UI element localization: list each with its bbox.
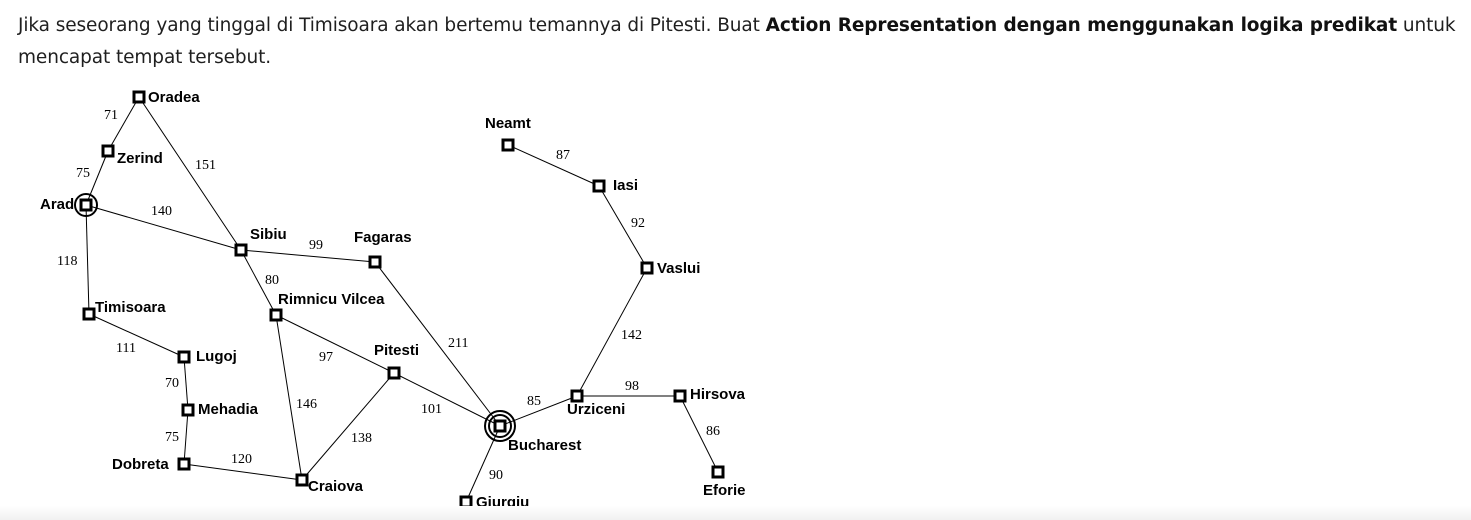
node-arad [79, 198, 93, 212]
node-iasi [592, 179, 606, 193]
city-label-pitesti: Pitesti [374, 342, 419, 359]
road-rimnicu-pitesti [275, 314, 395, 374]
road-lugoj-mehadia [183, 356, 189, 411]
node-fagaras [368, 255, 382, 269]
distance-pitesti-bucharest: 101 [421, 402, 442, 417]
distance-rimnicu-pitesti: 97 [319, 350, 333, 365]
node-rimnicu [269, 308, 283, 322]
road-zerind-arad [85, 150, 109, 206]
distance-bucharest-giurgiu: 90 [489, 468, 503, 483]
roads [85, 96, 719, 503]
road-sibiu-rimnicu [240, 249, 277, 316]
city-label-vaslui: Vaslui [657, 260, 700, 277]
question-bold-text: Action Representation dengan menggunakan… [765, 15, 1398, 36]
arad-highlight-ring [74, 193, 98, 217]
bucharest-outer-ring [484, 410, 516, 442]
city-label-bucharest: Bucharest [508, 437, 581, 454]
city-label-iasi: Iasi [613, 177, 638, 194]
city-label-zerind: Zerind [117, 150, 163, 167]
distance-iasi-vaslui: 92 [631, 216, 645, 231]
bucharest-inner-ring [488, 414, 512, 438]
road-oradea-sibiu [138, 96, 242, 251]
distance-sibiu-fagaras: 99 [309, 238, 323, 253]
node-neamt [501, 138, 515, 152]
road-vaslui-urziceni [576, 267, 648, 397]
distance-neamt-iasi: 87 [556, 148, 570, 163]
road-rimnicu-craiova [275, 314, 303, 481]
road-pitesti-bucharest [393, 372, 501, 427]
road-timisoara-lugoj [88, 313, 185, 358]
distance-arad-sibiu: 140 [151, 204, 172, 219]
road-hirsova-eforie [679, 395, 719, 473]
city-label-lugoj: Lugoj [196, 348, 237, 365]
distance-oradea-zerind: 71 [104, 108, 118, 123]
distance-urziceni-hirsova: 98 [625, 379, 639, 394]
city-label-hirsova: Hirsova [690, 386, 746, 403]
city-label-urziceni: Urziceni [567, 401, 625, 418]
city-label-dobreta: Dobreta [112, 456, 169, 473]
road-oradea-zerind [107, 96, 140, 152]
distance-bucharest-urziceni: 85 [527, 394, 541, 409]
question-text-part: Jika seseorang yang tinggal di Timisoara… [18, 15, 766, 36]
distance-rimnicu-craiova: 146 [296, 397, 317, 412]
road-mehadia-dobreta [183, 409, 189, 465]
road-fagaras-bucharest [374, 261, 501, 427]
node-lugoj [177, 350, 191, 364]
city-label-mehadia: Mehadia [198, 401, 259, 418]
city-label-craiova: Craiova [308, 478, 364, 495]
distance-mehadia-dobreta: 75 [165, 430, 179, 445]
city-label-neamt: Neamt [485, 115, 531, 132]
distance-vaslui-urziceni: 142 [621, 328, 642, 343]
node-hirsova [673, 389, 687, 403]
distance-zerind-arad: 75 [76, 166, 90, 181]
node-pitesti [387, 366, 401, 380]
city-label-rimnicu: Rimnicu Vilcea [278, 291, 385, 308]
distance-hirsova-eforie: 86 [706, 424, 720, 439]
node-timisoara [82, 307, 96, 321]
distance-dobreta-craiova: 120 [231, 452, 252, 467]
bottom-edge-shadow [0, 506, 1471, 520]
distance-fagaras-bucharest: 211 [448, 336, 468, 351]
city-labels: Oradea Zerind Arad Sibiu Fagaras Timisoa… [40, 89, 746, 511]
distance-oradea-sibiu: 151 [195, 158, 216, 173]
question-text-part: untuk mencapat tempat tersebut. [18, 15, 1456, 68]
road-sibiu-fagaras [240, 249, 376, 263]
node-oradea [132, 90, 146, 104]
distance-pitesti-craiova: 138 [351, 431, 372, 446]
city-label-timisoara: Timisoara [95, 299, 166, 316]
city-nodes [79, 90, 725, 509]
city-label-sibiu: Sibiu [250, 226, 287, 243]
node-mehadia [181, 403, 195, 417]
city-label-eforie: Eforie [703, 482, 746, 499]
node-bucharest [493, 419, 507, 433]
node-vaslui [640, 261, 654, 275]
road-dobreta-craiova [183, 463, 303, 481]
road-arad-timisoara [85, 204, 90, 315]
question-text: Jika seseorang yang tinggal di Timisoara… [18, 10, 1468, 74]
city-label-oradea: Oradea [148, 89, 200, 106]
node-urziceni [570, 389, 584, 403]
distance-lugoj-mehadia: 70 [165, 376, 179, 391]
city-label-arad: Arad [40, 196, 74, 213]
road-pitesti-craiova [301, 372, 395, 481]
city-label-fagaras: Fagaras [354, 229, 412, 246]
distance-sibiu-rimnicu: 80 [265, 273, 279, 288]
road-arad-sibiu [85, 204, 242, 251]
node-craiova [295, 473, 309, 487]
road-bucharest-urziceni [499, 395, 578, 427]
node-sibiu [234, 243, 248, 257]
distance-arad-timisoara: 118 [57, 254, 77, 269]
road-bucharest-giurgiu [465, 425, 501, 503]
node-dobreta [177, 457, 191, 471]
road-iasi-vaslui [598, 185, 648, 269]
distance-timisoara-lugoj: 111 [116, 341, 136, 356]
node-eforie [711, 465, 725, 479]
node-zerind [101, 144, 115, 158]
road-neamt-iasi [507, 144, 600, 187]
distance-labels: 71 75 151 140 118 99 80 111 97 211 70 14… [57, 108, 720, 483]
